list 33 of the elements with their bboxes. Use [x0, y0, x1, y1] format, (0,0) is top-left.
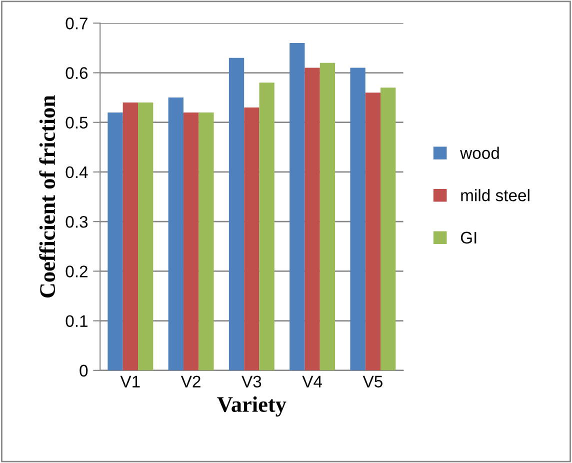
- bar: [259, 82, 274, 370]
- bar: [244, 107, 260, 370]
- y-tick-label: 0.2: [66, 266, 88, 278]
- x-tick-label: V4: [302, 376, 322, 388]
- legend-label: wood: [460, 146, 499, 159]
- bar: [380, 88, 396, 370]
- legend-label: GI: [460, 232, 476, 244]
- y-tick-label: 0.7: [66, 18, 88, 30]
- bar: [183, 112, 199, 370]
- y-tick-label: 0: [80, 364, 88, 377]
- x-tick-label: V1: [120, 376, 140, 388]
- bar: [320, 62, 336, 370]
- y-axis-title: Coefficient of friction: [39, 95, 56, 298]
- bar: [350, 68, 366, 370]
- legend-label: mild steel: [461, 189, 530, 202]
- bar: [122, 102, 138, 370]
- y-tick-label: 0.4: [66, 166, 88, 178]
- x-axis-title: Variety: [217, 396, 286, 417]
- bar: [138, 102, 154, 370]
- bar: [108, 112, 123, 370]
- bar: [290, 42, 305, 370]
- y-tick-label: 0.3: [66, 216, 88, 228]
- x-tick-label: V5: [362, 376, 382, 388]
- y-tick-label: 0.1: [66, 315, 88, 327]
- bar: [198, 112, 214, 370]
- x-tick-label: V2: [180, 376, 200, 388]
- y-tick-label: 0.5: [66, 116, 88, 129]
- bar: [228, 58, 244, 370]
- y-tick-label: 0.6: [66, 67, 88, 79]
- bar: [168, 98, 184, 370]
- bar: [304, 68, 320, 370]
- x-tick-label: V3: [242, 376, 262, 388]
- bar: [365, 92, 381, 370]
